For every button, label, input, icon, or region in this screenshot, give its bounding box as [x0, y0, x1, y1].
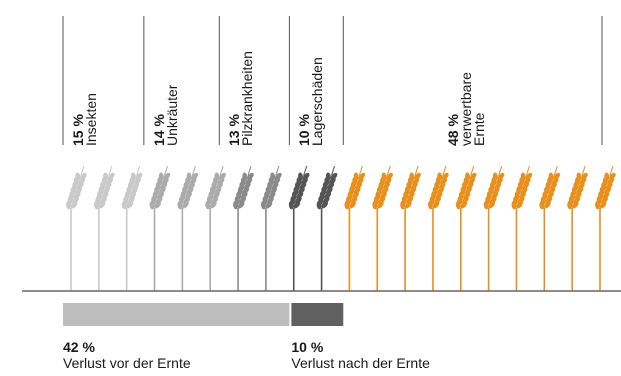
- wheat-stalk: [595, 165, 616, 291]
- summary-bars: [63, 303, 344, 326]
- summary-bar: [291, 303, 344, 326]
- summary-percent: 42 %: [63, 339, 95, 355]
- category-name: Lagerschäden: [309, 57, 326, 146]
- summary-name: Verlust nach der Ernte: [291, 355, 430, 371]
- wheat-stalk: [428, 165, 449, 291]
- wheat-stalk: [93, 165, 115, 291]
- wheat-stalk: [233, 165, 254, 291]
- wheat-stalk: [344, 165, 366, 291]
- category-name: Unkräuter: [163, 84, 180, 146]
- wheat-stalk: [260, 165, 282, 291]
- wheat-stalk: [511, 165, 533, 291]
- summary-label: 42 % Verlust vor der Ernte: [63, 339, 191, 371]
- wheat-stalk: [288, 165, 310, 291]
- summary-bar: [63, 303, 290, 326]
- wheat-stalk: [121, 165, 143, 291]
- category-label: 48 % verwertbare Ernte: [445, 72, 487, 146]
- wheat-stalk: [539, 165, 561, 291]
- category-label: 13 % Pilzkrankheiten: [226, 51, 256, 146]
- category-dividers: [62, 16, 603, 145]
- wheat-stalk: [400, 165, 421, 291]
- wheat-stalk: [567, 165, 588, 291]
- wheat-stalk: [177, 165, 199, 291]
- wheat-stalk: [316, 165, 338, 291]
- summary-percent: 10 %: [291, 339, 324, 355]
- wheat-stalk: [66, 165, 87, 291]
- wheat-stalks: [66, 165, 616, 291]
- category-label: 10 % Lagerschäden: [296, 57, 326, 146]
- category-label: 15 % Insekten: [70, 93, 99, 146]
- wheat-stalk: [483, 165, 505, 291]
- summary-name: Verlust vor der Ernte: [63, 355, 191, 371]
- wheat-stalk: [455, 165, 477, 291]
- category-name: Insekten: [83, 93, 99, 146]
- category-label: 14 % Unkräuter: [151, 84, 180, 146]
- wheat-stalk: [149, 165, 171, 291]
- summary-label: 10 % Verlust nach der Ernte: [291, 339, 430, 371]
- wheat-stalk: [205, 165, 226, 291]
- category-name: Pilzkrankheiten: [239, 51, 256, 146]
- wheat-stalk: [372, 165, 393, 291]
- category-name: Ernte: [470, 112, 487, 146]
